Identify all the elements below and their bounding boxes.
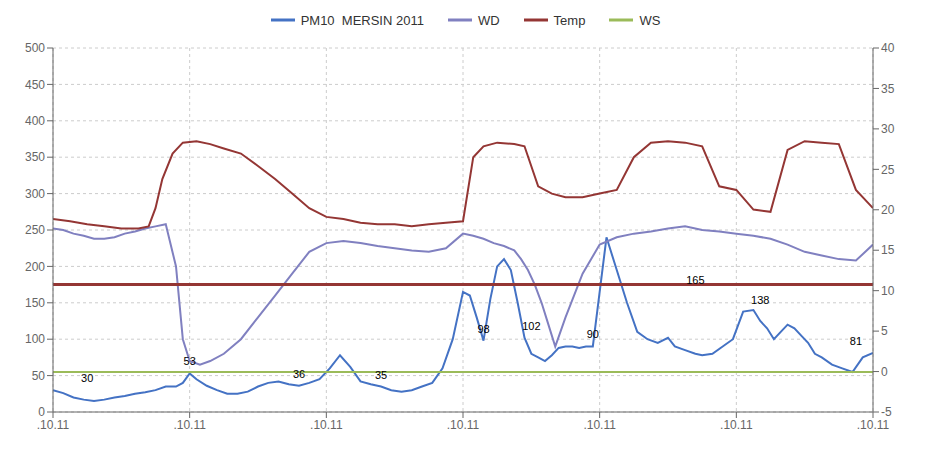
svg-text:200: 200 [25, 260, 45, 274]
svg-text:100: 100 [25, 332, 45, 346]
svg-text:.10.11: .10.11 [310, 418, 343, 432]
svg-text:5: 5 [881, 324, 888, 338]
svg-text:35: 35 [881, 82, 895, 96]
svg-text:250: 250 [25, 223, 45, 237]
svg-text:90: 90 [587, 328, 599, 340]
svg-text:98: 98 [477, 323, 489, 335]
svg-text:450: 450 [25, 78, 45, 92]
svg-text:40: 40 [881, 41, 895, 55]
svg-text:400: 400 [25, 114, 45, 128]
svg-text:81: 81 [850, 335, 862, 347]
svg-text:0: 0 [881, 365, 888, 379]
svg-text:30: 30 [881, 122, 895, 136]
html-text:WS: WS [639, 12, 661, 28]
html-text:Temp: Temp [553, 12, 586, 28]
svg-text:.10.11: .10.11 [447, 418, 480, 432]
svg-text:500: 500 [25, 41, 45, 55]
svg-text:20: 20 [881, 203, 895, 217]
svg-text:.10.11: .10.11 [583, 418, 616, 432]
html-text:PM10 MERSIN 2011: PM10 MERSIN 2011 [300, 12, 424, 28]
svg-text:36: 36 [293, 368, 305, 380]
svg-text:.10.11: .10.11 [37, 418, 70, 432]
svg-text:15: 15 [881, 243, 895, 257]
svg-text:35: 35 [375, 369, 387, 381]
svg-text:30: 30 [81, 372, 93, 384]
svg-text:25: 25 [881, 163, 895, 177]
svg-text:10: 10 [881, 284, 895, 298]
svg-text:165: 165 [686, 274, 704, 286]
svg-text:50: 50 [32, 369, 46, 383]
svg-text:-5: -5 [881, 405, 892, 419]
svg-text:.10.11: .10.11 [720, 418, 753, 432]
svg-text:0: 0 [38, 405, 45, 419]
svg-text:.10.11: .10.11 [173, 418, 206, 432]
svg-text:300: 300 [25, 187, 45, 201]
svg-text:138: 138 [751, 294, 769, 306]
svg-text:102: 102 [522, 320, 540, 332]
svg-text:53: 53 [184, 355, 196, 367]
html-text:WD: WD [477, 12, 500, 28]
svg-text:150: 150 [25, 296, 45, 310]
svg-text:350: 350 [25, 150, 45, 164]
svg-text:.10.11: .10.11 [857, 418, 890, 432]
